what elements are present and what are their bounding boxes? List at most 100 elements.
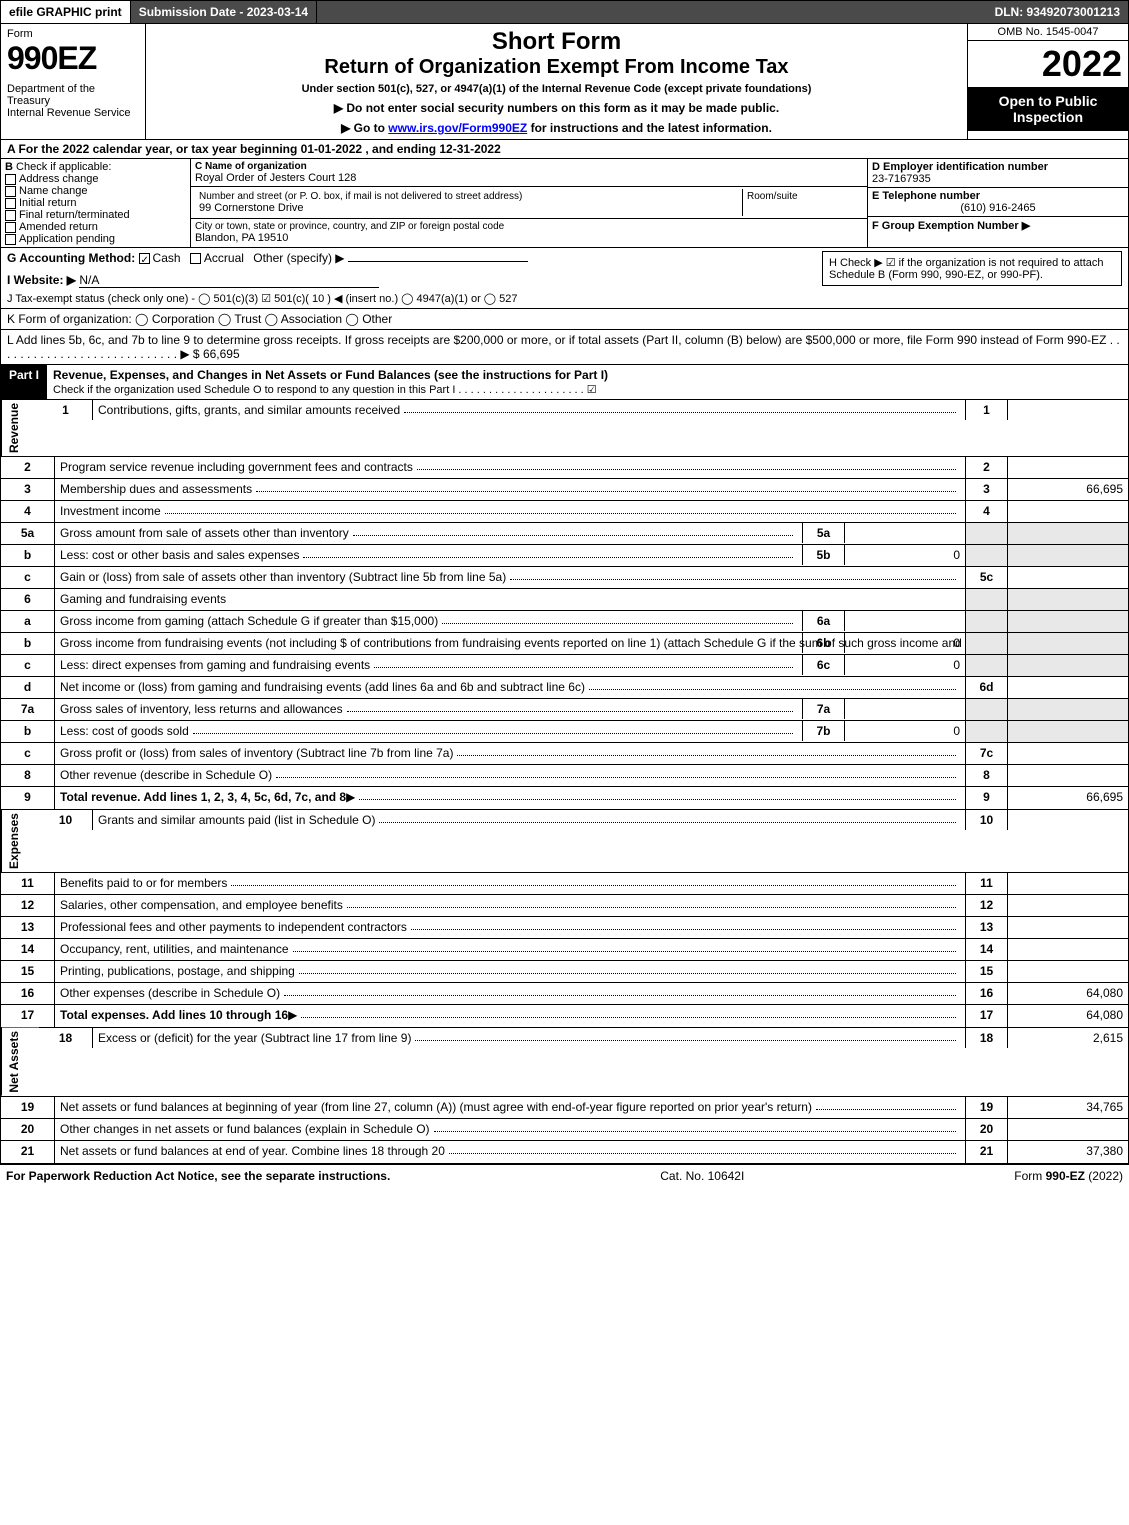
- line-desc: Less: cost of goods sold7b0: [55, 721, 966, 742]
- line-number: 18: [39, 1028, 93, 1048]
- inspection-badge: Open to Public Inspection: [968, 87, 1128, 131]
- chk-initial[interactable]: Initial return: [5, 197, 186, 209]
- line-desc: Gross income from fundraising events (no…: [55, 633, 966, 654]
- line-value: [1008, 961, 1128, 982]
- table-row: 12Salaries, other compensation, and empl…: [1, 895, 1128, 917]
- table-row: 7aGross sales of inventory, less returns…: [1, 699, 1128, 721]
- line-value: [1008, 1119, 1128, 1140]
- instr-ssn: ▶ Do not enter social security numbers o…: [152, 101, 961, 115]
- footer-right: Form 990-EZ (2022): [1014, 1169, 1123, 1183]
- part1-title: Revenue, Expenses, and Changes in Net As…: [53, 368, 608, 382]
- line-number: 12: [1, 895, 55, 916]
- line-ref: 14: [966, 939, 1008, 960]
- efile-print-button[interactable]: efile GRAPHIC print: [1, 1, 131, 23]
- line-desc: Contributions, gifts, grants, and simila…: [93, 400, 966, 420]
- line-desc: Salaries, other compensation, and employ…: [55, 895, 966, 916]
- line-ref: 19: [966, 1097, 1008, 1118]
- instr-post: for instructions and the latest informat…: [527, 121, 772, 135]
- c-city-row: City or town, state or province, country…: [191, 219, 867, 246]
- submission-date-button[interactable]: Submission Date - 2023-03-14: [131, 1, 317, 23]
- room-label: Room/suite: [743, 189, 863, 216]
- line-ref: 6d: [966, 677, 1008, 698]
- line-desc: Other revenue (describe in Schedule O): [55, 765, 966, 786]
- b-label: B: [5, 161, 13, 173]
- table-row: 4Investment income4: [1, 501, 1128, 523]
- line-value: 37,380: [1008, 1141, 1128, 1163]
- line-number: 15: [1, 961, 55, 982]
- side-label: Revenue: [1, 400, 39, 456]
- line-desc: Gross profit or (loss) from sales of inv…: [55, 743, 966, 764]
- line-number: 11: [1, 873, 55, 894]
- street: 99 Cornerstone Drive: [199, 202, 738, 214]
- line-number: 5a: [1, 523, 55, 544]
- line-ref: 11: [966, 873, 1008, 894]
- line-k: K Form of organization: ◯ Corporation ◯ …: [0, 309, 1129, 330]
- dln-label: DLN: 93492073001213: [987, 1, 1128, 23]
- topbar-spacer: [317, 1, 986, 23]
- line-value: [1008, 400, 1128, 420]
- col-b: B Check if applicable: Address change Na…: [1, 159, 191, 247]
- line-desc: Gross income from gaming (attach Schedul…: [55, 611, 966, 632]
- table-row: aGross income from gaming (attach Schedu…: [1, 611, 1128, 633]
- line-number: b: [1, 545, 55, 566]
- line-value: [1008, 765, 1128, 786]
- line-desc: Less: direct expenses from gaming and fu…: [55, 655, 966, 676]
- chk-name[interactable]: Name change: [5, 185, 186, 197]
- col-d: D Employer identification number 23-7167…: [868, 159, 1128, 247]
- line-ref: 5c: [966, 567, 1008, 588]
- line-ref: 8: [966, 765, 1008, 786]
- line-number: c: [1, 655, 55, 676]
- line-number: 10: [39, 810, 93, 830]
- chk-amended[interactable]: Amended return: [5, 221, 186, 233]
- line-desc: Occupancy, rent, utilities, and maintena…: [55, 939, 966, 960]
- line-number: 19: [1, 1097, 55, 1118]
- line-value: [1008, 743, 1128, 764]
- table-row: 8Other revenue (describe in Schedule O)8: [1, 765, 1128, 787]
- table-row: Revenue 1Contributions, gifts, grants, an…: [1, 400, 1128, 457]
- table-row: 3Membership dues and assessments366,695: [1, 479, 1128, 501]
- dept-label: Department of the Treasury Internal Reve…: [7, 83, 139, 119]
- line-number: 9: [1, 787, 55, 809]
- line-number: 7a: [1, 699, 55, 720]
- chk-accrual[interactable]: [190, 253, 201, 264]
- table-row: cGross profit or (loss) from sales of in…: [1, 743, 1128, 765]
- line-ref: 7c: [966, 743, 1008, 764]
- line-a: A For the 2022 calendar year, or tax yea…: [0, 140, 1129, 159]
- table-row: 17Total expenses. Add lines 10 through 1…: [1, 1005, 1128, 1027]
- line-number: 17: [1, 1005, 55, 1027]
- irs-link[interactable]: www.irs.gov/Form990EZ: [388, 121, 527, 135]
- side-label: Net Assets: [1, 1028, 39, 1096]
- section-b-to-h: B Check if applicable: Address change Na…: [0, 159, 1129, 248]
- instr-goto: ▶ Go to www.irs.gov/Form990EZ for instru…: [152, 121, 961, 135]
- line-ref: 20: [966, 1119, 1008, 1140]
- instr-pre: ▶ Go to: [341, 121, 388, 135]
- return-title: Return of Organization Exempt From Incom…: [152, 56, 961, 79]
- line-desc: Membership dues and assessments: [55, 479, 966, 500]
- line-j: J Tax-exempt status (check only one) - ◯…: [7, 292, 814, 305]
- subtitle: Under section 501(c), 527, or 4947(a)(1)…: [152, 83, 961, 95]
- line-ref: 1: [966, 400, 1008, 420]
- line-desc: Total revenue. Add lines 1, 2, 3, 4, 5c,…: [55, 787, 966, 809]
- chk-address[interactable]: Address change: [5, 173, 186, 185]
- chk-cash[interactable]: [139, 253, 150, 264]
- revenue-table: Revenue 1Contributions, gifts, grants, an…: [0, 400, 1129, 810]
- line-number: 14: [1, 939, 55, 960]
- line-ref: 9: [966, 787, 1008, 809]
- line-value: 2,615: [1008, 1028, 1128, 1048]
- chk-pending[interactable]: Application pending: [5, 233, 186, 245]
- table-row: 9Total revenue. Add lines 1, 2, 3, 4, 5c…: [1, 787, 1128, 809]
- line-desc: Other expenses (describe in Schedule O): [55, 983, 966, 1004]
- netassets-table: Net Assets18Excess or (deficit) for the …: [0, 1028, 1129, 1164]
- chk-final[interactable]: Final return/terminated: [5, 209, 186, 221]
- line-ref: 2: [966, 457, 1008, 478]
- part1-label: Part I: [1, 365, 47, 399]
- line-value: 64,080: [1008, 983, 1128, 1004]
- e-phone: E Telephone number (610) 916-2465: [868, 188, 1128, 217]
- line-desc: Gain or (loss) from sale of assets other…: [55, 567, 966, 588]
- b-check-label: Check if applicable:: [16, 161, 111, 173]
- line-value: 66,695: [1008, 787, 1128, 809]
- table-row: dNet income or (loss) from gaming and fu…: [1, 677, 1128, 699]
- line-value: 34,765: [1008, 1097, 1128, 1118]
- d-ein: D Employer identification number 23-7167…: [868, 159, 1128, 188]
- line-desc: Gaming and fundraising events: [55, 589, 966, 610]
